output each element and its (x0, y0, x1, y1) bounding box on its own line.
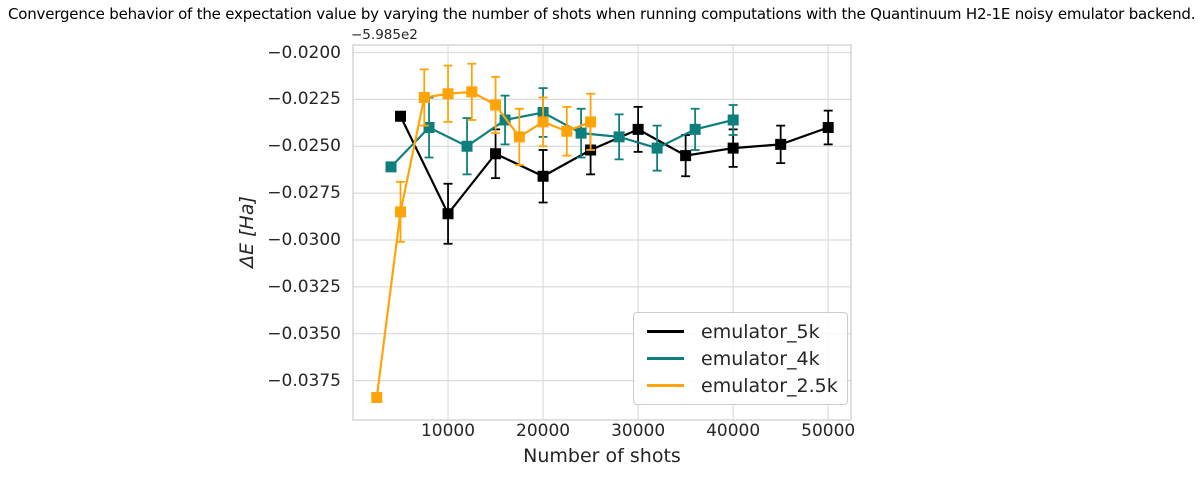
data-point-emulator_2.5k (395, 206, 407, 218)
series-line-emulator_2.5k (375, 90, 591, 398)
legend-line-sample-emulator-4k (647, 357, 684, 360)
data-point-emulator_5k (727, 142, 739, 154)
legend-line-sample-emulator-2-5k (647, 384, 684, 387)
data-point-emulator_4k (689, 123, 701, 135)
x-tick-label: 20000 (516, 421, 571, 441)
data-point-emulator_2.5k (513, 131, 525, 143)
y-tick-label: −0.0325 (267, 276, 341, 297)
data-point-emulator_4k (461, 140, 473, 152)
data-point-emulator_2.5k (442, 88, 454, 100)
data-point-emulator_5k (442, 208, 454, 220)
series-emulator_5k (395, 105, 834, 245)
data-point-emulator_5k (632, 123, 644, 135)
data-point-emulator_2.5k (418, 92, 430, 103)
y-tick-label: −0.0300 (267, 230, 341, 250)
data-point-emulator_5k (490, 148, 502, 160)
legend: emulator_5k emulator_4k emulator_2.5k (633, 312, 848, 405)
x-tick-label: 40000 (706, 421, 761, 441)
y-tick-label: −0.0200 (267, 42, 341, 63)
chart-title: Convergence behavior of the expectation … (8, 5, 1196, 23)
y-tick-label: −0.0375 (267, 370, 341, 391)
legend-line-sample-emulator-5k (647, 330, 684, 333)
data-point-emulator_5k (395, 110, 407, 122)
y-axis-offset-label: −5.985e2 (351, 27, 418, 43)
series-line-emulator_5k (399, 115, 829, 216)
y-tick-label: −0.0275 (267, 183, 341, 204)
legend-item-emulator-4k: emulator_4k (647, 348, 847, 370)
data-point-emulator_4k (727, 114, 739, 126)
data-point-emulator_4k (385, 161, 397, 173)
legend-label-emulator-5k: emulator_5k (701, 320, 820, 343)
legend-item-emulator-5k: emulator_5k (647, 321, 847, 343)
data-point-emulator_2.5k (537, 116, 549, 128)
data-point-emulator_4k (575, 127, 587, 139)
x-tick-label: 10000 (420, 421, 476, 441)
legend-item-emulator-2-5k: emulator_2.5k (647, 375, 847, 397)
data-point-emulator_2.5k (466, 86, 478, 98)
y-tick-label: −0.0250 (267, 136, 341, 157)
data-point-emulator_4k (613, 131, 625, 143)
series-emulator_2.5k (371, 62, 597, 403)
data-point-emulator_2.5k (371, 392, 383, 403)
x-tick-label: 30000 (611, 421, 666, 441)
y-tick-label: −0.0350 (267, 323, 341, 344)
data-point-emulator_5k (537, 170, 549, 182)
data-point-emulator_4k (423, 122, 435, 133)
x-tick-label: 50000 (801, 421, 856, 441)
data-point-emulator_4k (651, 142, 663, 154)
data-point-emulator_5k (822, 122, 834, 133)
legend-label-emulator-4k: emulator_4k (701, 347, 820, 370)
data-point-emulator_2.5k (561, 125, 573, 137)
y-tick-label: −0.0225 (267, 89, 341, 110)
x-axis-label: Number of shots (523, 445, 681, 467)
data-point-emulator_2.5k (490, 99, 502, 111)
plot-border (352, 44, 852, 421)
data-point-emulator_5k (775, 138, 787, 150)
data-point-emulator_4k (499, 114, 511, 126)
data-point-emulator_5k (680, 150, 692, 162)
legend-label-emulator-2-5k: emulator_2.5k (701, 374, 838, 397)
data-point-emulator_2.5k (585, 116, 597, 128)
series-line-emulator_4k (390, 111, 734, 168)
